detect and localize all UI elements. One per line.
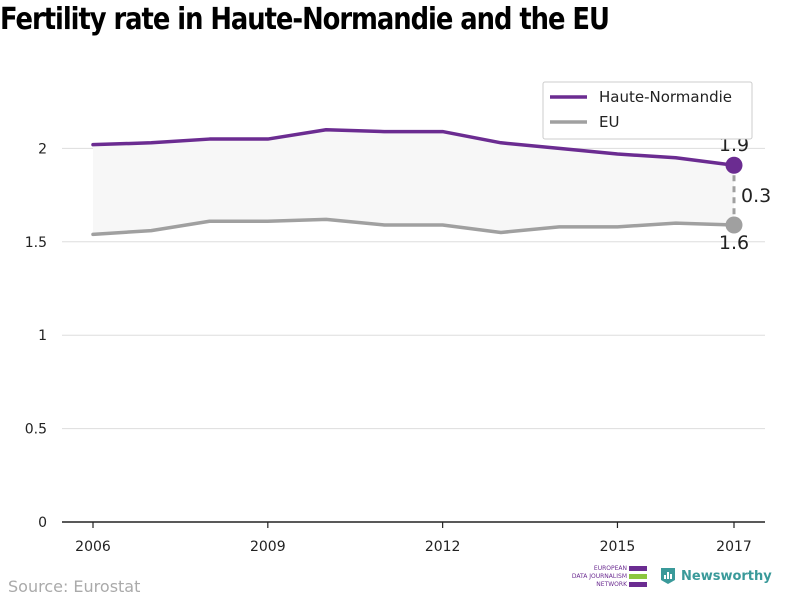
gap-label: 0.3 bbox=[741, 185, 771, 207]
end-label-eu: 1.6 bbox=[719, 232, 749, 254]
source-note: Source: Eurostat bbox=[8, 577, 141, 596]
y-axis-ticks: 0 0.5 1 1.5 2 bbox=[25, 141, 47, 531]
legend-label: Haute-Normandie bbox=[599, 88, 732, 106]
edjn-logo-bar bbox=[629, 566, 647, 571]
x-tick-label: 2015 bbox=[600, 539, 636, 555]
x-axis-ticks: 2006 2009 2012 2015 2017 bbox=[75, 522, 752, 555]
y-tick-label: 0.5 bbox=[25, 422, 47, 438]
legend-box bbox=[542, 81, 753, 140]
newsworthy-logo: Newsworthy bbox=[660, 566, 772, 586]
end-point-eu bbox=[725, 216, 743, 234]
legend-label: EU bbox=[599, 113, 619, 131]
y-tick-label: 2 bbox=[38, 141, 47, 157]
series-line-eu bbox=[91, 217, 736, 237]
y-tick-label: 1.5 bbox=[25, 235, 47, 251]
legend: Haute-Normandie EU bbox=[542, 81, 753, 140]
x-tick-label: 2012 bbox=[425, 539, 461, 555]
chart-title: Fertility rate in Haute-Normandie and th… bbox=[0, 2, 610, 37]
newsworthy-logo-icon bbox=[661, 568, 675, 584]
end-annotations: 1.9 1.6 0.3 bbox=[719, 134, 771, 254]
edjn-logo-line: NETWORK bbox=[596, 581, 627, 588]
y-tick-label: 0 bbox=[38, 515, 47, 531]
y-tick-label: 1 bbox=[38, 328, 47, 344]
series-line-haute-normandie bbox=[91, 127, 736, 167]
x-tick-label: 2017 bbox=[716, 539, 752, 555]
edjn-logo-bar bbox=[629, 574, 647, 579]
end-point-haute-normandie bbox=[725, 156, 743, 174]
edjn-logo-line: DATA JOURNALISM bbox=[571, 573, 627, 580]
x-tick-label: 2009 bbox=[250, 539, 286, 555]
edjn-logo-bar bbox=[629, 582, 647, 587]
gap-band bbox=[93, 129, 734, 235]
x-tick-label: 2006 bbox=[75, 539, 111, 555]
newsworthy-label: Newsworthy bbox=[681, 568, 772, 584]
series-lines bbox=[91, 127, 736, 237]
edjn-logo-icon: EUROPEAN DATA JOURNALISM NETWORK bbox=[565, 564, 649, 590]
edjn-logo-line: EUROPEAN bbox=[593, 565, 627, 572]
end-label-haute-normandie: 1.9 bbox=[719, 134, 749, 156]
